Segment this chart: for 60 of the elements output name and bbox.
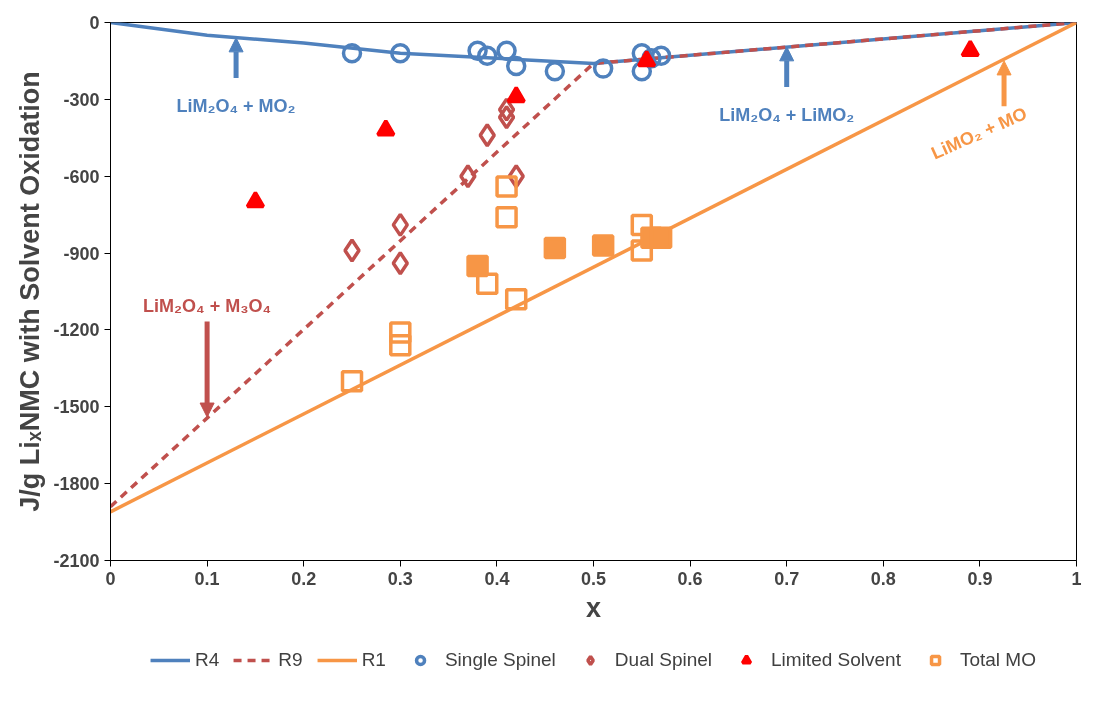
- point: [631, 60, 653, 82]
- x-tick-label: 0.7: [774, 568, 800, 589]
- y-tick-label: -600: [63, 166, 100, 187]
- point: [466, 254, 489, 278]
- point: [495, 175, 518, 198]
- point: [544, 60, 566, 82]
- annotation: LiMO₂ + MO: [928, 103, 1030, 164]
- annotation: LiM₂O₄ + MO₂: [176, 96, 296, 117]
- y-tick-label: -900: [63, 243, 100, 264]
- x-tick-label: 1: [1071, 568, 1082, 589]
- point: [592, 58, 614, 79]
- x-tick-label: 0.8: [870, 568, 896, 589]
- y-tick-label: -1500: [53, 397, 100, 418]
- point: [505, 55, 527, 77]
- point: [497, 97, 516, 122]
- point: [495, 205, 518, 229]
- y-tick-label: -2100: [53, 551, 100, 571]
- y-tick-label: -300: [63, 89, 100, 110]
- y-tick-label: -1200: [53, 320, 100, 341]
- x-tick-label: 0: [105, 568, 116, 589]
- point: [340, 369, 364, 393]
- legend-label: Dual Spinel: [614, 649, 713, 671]
- legend-label: Single Spinel: [444, 649, 556, 671]
- point: [591, 234, 615, 257]
- point: [467, 40, 488, 61]
- x-tick-label: 0.2: [291, 568, 317, 589]
- point: [630, 213, 654, 237]
- legend-label: Limited Solvent: [771, 649, 901, 671]
- point: [390, 43, 411, 64]
- point: [475, 272, 499, 296]
- point: [497, 105, 516, 130]
- point: [630, 239, 654, 262]
- annotation: LiM₂O₄ + LiMO₂: [719, 105, 855, 126]
- point: [343, 238, 361, 263]
- y-tick-label: -1800: [53, 474, 100, 495]
- legend-label: Total MO: [959, 649, 1036, 671]
- point: [504, 287, 528, 311]
- x-tick-label: 0.5: [580, 568, 607, 589]
- x-axis-title: x: [585, 592, 602, 623]
- point: [391, 212, 410, 238]
- y-axis-title: J/g LiₓNMC with Solvent Oxidation: [15, 71, 46, 512]
- point: [389, 321, 412, 344]
- legend-label: R4: [195, 649, 220, 671]
- annotation: LiM₂O₄ + M₃O₄: [143, 296, 272, 317]
- legend-label: R9: [278, 649, 303, 671]
- point: [391, 251, 410, 276]
- x-tick-label: 0.9: [967, 568, 993, 589]
- point: [543, 236, 567, 260]
- x-tick-label: 0.6: [677, 568, 703, 589]
- point: [341, 43, 363, 64]
- x-tick-label: 0.4: [484, 568, 510, 589]
- y-tick-label: 0: [89, 13, 100, 33]
- point: [389, 334, 412, 357]
- point: [496, 40, 517, 61]
- point: [650, 45, 672, 67]
- x-tick-label: 0.3: [387, 568, 413, 589]
- x-tick-label: 0.1: [194, 568, 220, 589]
- point: [476, 45, 498, 67]
- point: [631, 43, 653, 64]
- legend-label: R1: [361, 649, 386, 671]
